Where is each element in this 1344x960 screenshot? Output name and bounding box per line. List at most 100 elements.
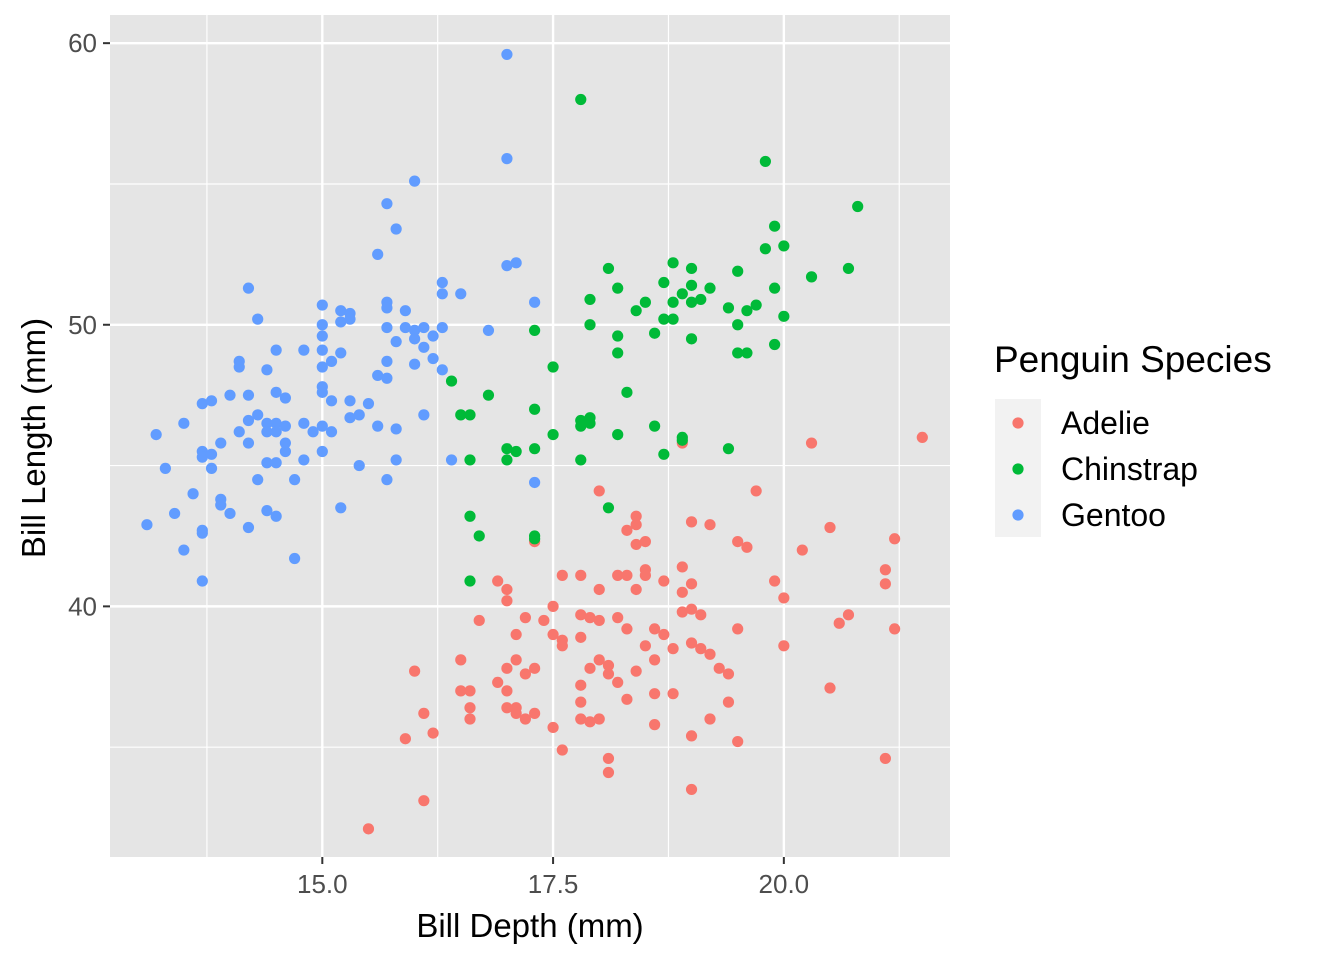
- point-chinstrap: [575, 454, 587, 466]
- point-adelie: [649, 688, 661, 700]
- point-gentoo: [242, 414, 255, 427]
- point-adelie: [612, 676, 624, 689]
- point-gentoo: [298, 417, 310, 429]
- point-adelie: [464, 702, 476, 714]
- point-adelie: [575, 696, 587, 708]
- point-gentoo: [316, 386, 328, 398]
- point-adelie: [584, 662, 596, 674]
- point-adelie: [501, 583, 513, 596]
- point-chinstrap: [584, 417, 596, 429]
- point-adelie: [685, 603, 698, 615]
- point-chinstrap: [732, 265, 744, 277]
- point-chinstrap: [510, 445, 522, 458]
- axis-ticks: [103, 42, 785, 864]
- point-chinstrap: [676, 434, 688, 446]
- point-gentoo: [529, 476, 541, 489]
- point-adelie: [575, 713, 587, 725]
- point-adelie: [418, 795, 430, 807]
- point-gentoo: [381, 302, 393, 314]
- point-gentoo: [501, 260, 513, 272]
- point-gentoo: [409, 333, 421, 345]
- point-chinstrap: [759, 243, 771, 255]
- point-gentoo: [316, 344, 328, 356]
- point-adelie: [805, 437, 818, 449]
- point-gentoo: [215, 499, 227, 511]
- point-gentoo: [270, 417, 282, 429]
- point-adelie: [547, 721, 559, 734]
- point-chinstrap: [667, 313, 679, 325]
- point-adelie: [824, 682, 836, 694]
- point-gentoo: [510, 257, 522, 269]
- point-gentoo: [325, 355, 338, 367]
- y-tick-label: 50: [68, 310, 97, 340]
- point-chinstrap: [722, 302, 735, 314]
- point-adelie: [732, 735, 744, 748]
- point-gentoo: [335, 347, 347, 359]
- point-adelie: [667, 688, 679, 700]
- point-chinstrap: [842, 262, 855, 275]
- point-adelie: [575, 609, 587, 621]
- minor-gridlines: [110, 15, 950, 857]
- point-gentoo: [362, 398, 375, 410]
- point-adelie: [621, 623, 633, 635]
- point-adelie: [685, 516, 698, 528]
- point-gentoo: [316, 299, 328, 311]
- point-gentoo: [381, 355, 393, 367]
- point-gentoo: [205, 448, 218, 460]
- point-adelie: [916, 431, 928, 444]
- point-chinstrap: [547, 361, 559, 373]
- point-adelie: [501, 685, 513, 697]
- legend-key-adelie: [1012, 417, 1024, 429]
- point-adelie: [750, 485, 762, 497]
- point-gentoo: [242, 389, 255, 401]
- point-gentoo: [335, 502, 347, 514]
- point-gentoo: [178, 417, 190, 429]
- point-chinstrap: [741, 305, 753, 317]
- point-gentoo: [316, 330, 328, 342]
- point-chinstrap: [621, 386, 633, 398]
- point-gentoo: [261, 417, 273, 429]
- point-chinstrap: [501, 443, 513, 455]
- point-gentoo: [261, 426, 273, 438]
- point-chinstrap: [676, 288, 688, 300]
- legend-key-chinstrap: [1012, 463, 1024, 475]
- point-gentoo: [196, 451, 208, 463]
- point-chinstrap: [778, 240, 790, 252]
- point-gentoo: [279, 445, 291, 458]
- point-chinstrap: [575, 93, 587, 106]
- point-chinstrap: [704, 282, 716, 294]
- point-gentoo: [196, 575, 208, 587]
- point-chinstrap: [464, 454, 476, 466]
- point-gentoo: [205, 462, 218, 474]
- point-chinstrap: [667, 257, 679, 269]
- point-chinstrap: [575, 420, 587, 432]
- y-axis-title: Bill Length (mm): [15, 318, 52, 558]
- point-gentoo: [141, 519, 153, 531]
- point-adelie: [593, 485, 605, 497]
- point-gentoo: [390, 336, 402, 348]
- point-chinstrap: [649, 420, 661, 432]
- point-gentoo: [307, 426, 319, 438]
- point-adelie: [685, 637, 698, 649]
- point-adelie: [639, 536, 651, 548]
- point-adelie: [778, 592, 790, 604]
- point-adelie: [612, 612, 624, 624]
- point-gentoo: [298, 344, 310, 356]
- point-adelie: [649, 623, 661, 635]
- x-tick-label: 15.0: [297, 869, 348, 899]
- point-chinstrap: [464, 575, 476, 587]
- point-chinstrap: [464, 409, 476, 421]
- point-adelie: [704, 648, 716, 660]
- point-gentoo: [409, 175, 421, 187]
- point-gentoo: [233, 361, 245, 373]
- point-chinstrap: [769, 220, 781, 232]
- point-gentoo: [178, 544, 190, 556]
- legend-title: Penguin Species: [994, 339, 1272, 380]
- point-gentoo: [325, 426, 338, 438]
- point-gentoo: [261, 457, 273, 469]
- point-gentoo: [455, 288, 467, 300]
- point-adelie: [529, 662, 541, 674]
- point-adelie: [879, 752, 891, 765]
- x-axis-title: Bill Depth (mm): [416, 907, 643, 944]
- point-gentoo: [279, 420, 291, 432]
